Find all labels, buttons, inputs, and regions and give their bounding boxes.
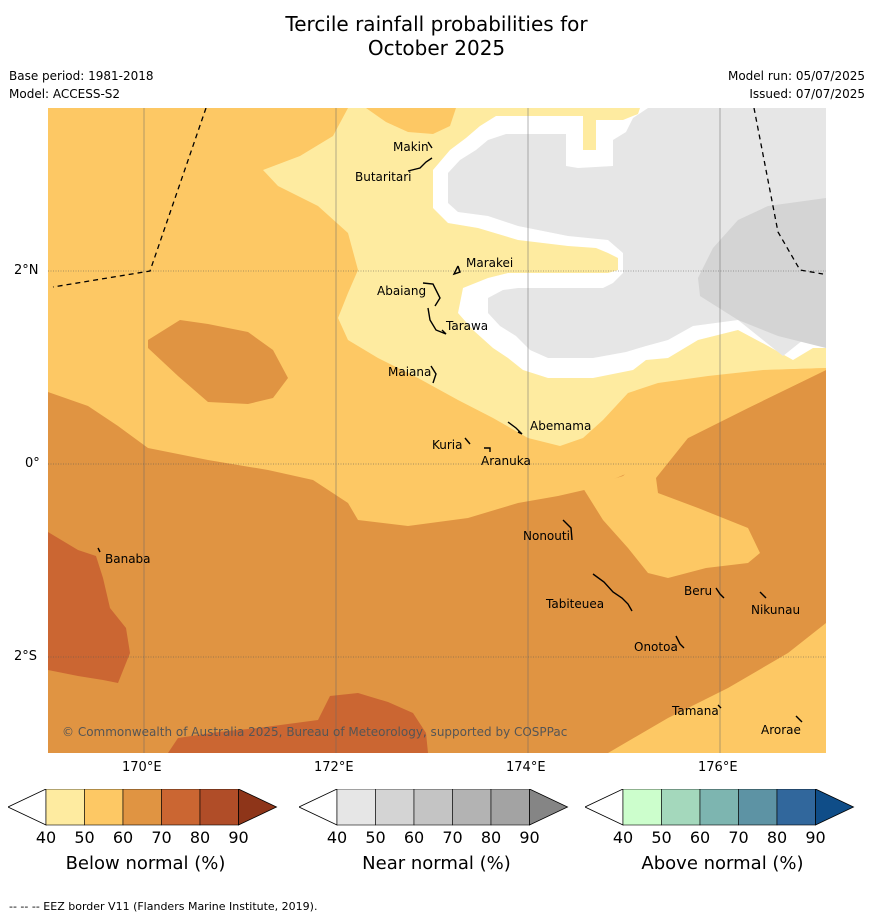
colorbar-0 — [8, 789, 278, 826]
label-makin: Makin — [393, 140, 429, 154]
colorbar-tick: 90 — [519, 828, 540, 847]
label-marakei: Marakei — [466, 256, 513, 270]
label-aranuka: Aranuka — [481, 454, 531, 468]
region-below-50-60-east — [583, 368, 826, 578]
island-labels: Makin Butaritari Marakei Abaiang Tarawa … — [105, 140, 801, 737]
colorbar-tick: 40 — [326, 828, 348, 847]
metadata-right: Model run: 05/07/2025 Issued: 07/07/2025 — [728, 67, 865, 103]
colorbar-extend-high — [529, 789, 569, 826]
colorbar-segment — [161, 789, 201, 826]
colorbar-tick: 70 — [442, 828, 463, 847]
map-title: Tercile rainfall probabilities for Octob… — [0, 12, 873, 60]
colorbar-tick: 50 — [651, 828, 672, 847]
colorbar-segment — [413, 789, 453, 826]
colorbar-segment — [738, 789, 778, 826]
colorbar-segment — [199, 789, 239, 826]
region-below-50-60-top — [366, 108, 456, 134]
colorbar-label: Below normal (%) — [65, 853, 226, 874]
colorbar-segment — [336, 789, 376, 826]
copyright-notice: © Commonwealth of Australia 2025, Bureau… — [62, 725, 567, 739]
colorbar-tick: 40 — [35, 828, 57, 847]
region-near-50-60 — [698, 198, 826, 348]
title-line-1: Tercile rainfall probabilities for — [285, 12, 588, 36]
eez-footnote: -- -- -- EEZ border V11 (Flanders Marine… — [9, 900, 318, 913]
colorbar-tick: 70 — [151, 828, 172, 847]
label-butaritari: Butaritari — [355, 170, 412, 184]
lon-label-174e: 174°E — [506, 760, 546, 775]
base-period: Base period: 1981-2018 — [9, 69, 154, 83]
colorbar-extend-low — [8, 789, 47, 826]
colorbar-tick: 90 — [228, 828, 249, 847]
colorbar-tick: 80 — [766, 828, 788, 847]
colorbar-tick: 60 — [403, 828, 425, 847]
colorbar-extend-low — [299, 789, 338, 826]
colorbar-label: Above normal (%) — [641, 853, 804, 874]
colorbar-tick: 50 — [74, 828, 95, 847]
model-run: Model run: 05/07/2025 — [727, 69, 865, 83]
colorbar-segment — [622, 789, 662, 826]
label-arorae: Arorae — [761, 723, 801, 737]
colorbar-tick: 60 — [112, 828, 134, 847]
label-onotoa: Onotoa — [634, 640, 678, 654]
label-banaba: Banaba — [105, 552, 151, 566]
label-nonouti: Nonouti — [523, 529, 570, 543]
colorbar-tick: 60 — [689, 828, 711, 847]
label-nikunau: Nikunau — [751, 603, 800, 617]
issued-date: Issued: 07/07/2025 — [749, 87, 865, 101]
rainfall-map: Makin Butaritari Marakei Abaiang Tarawa … — [48, 108, 826, 753]
label-tarawa: Tarawa — [445, 319, 488, 333]
colorbar-segment — [661, 789, 701, 826]
lat-label-0: 0° — [25, 456, 40, 471]
lat-label-2s: 2°S — [14, 649, 38, 664]
region-below-70-80-south — [168, 693, 428, 753]
colorbar-extend-high — [238, 789, 278, 826]
graticule — [48, 270, 826, 658]
colorbar-segment — [452, 789, 492, 826]
colorbar-segment — [699, 789, 739, 826]
metadata-left: Base period: 1981-2018 Model: ACCESS-S2 — [9, 67, 154, 103]
lon-label-170e: 170°E — [122, 760, 162, 775]
label-tamana: Tamana — [671, 704, 719, 718]
label-abaiang: Abaiang — [377, 284, 426, 298]
label-abemama: Abemama — [530, 419, 591, 433]
colorbar-tick: 40 — [612, 828, 634, 847]
colorbar-label: Near normal (%) — [362, 853, 511, 874]
model-name: Model: ACCESS-S2 — [9, 87, 121, 101]
lon-label-176e: 176°E — [698, 760, 738, 775]
label-beru: Beru — [684, 584, 712, 598]
colorbar-segment — [122, 789, 162, 826]
region-below-50-60-southeast — [608, 623, 826, 753]
colorbar-1 — [299, 789, 569, 826]
title-line-2: October 2025 — [367, 36, 506, 60]
colorbar-tick: 80 — [480, 828, 502, 847]
colorbar-tick: 70 — [728, 828, 749, 847]
colorbar-segment — [375, 789, 415, 826]
region-below-70-80-west — [48, 532, 130, 683]
eez-border — [52, 108, 824, 288]
lat-label-2n: 2°N — [14, 263, 39, 278]
colorbar-segment — [45, 789, 85, 826]
meridians — [143, 108, 721, 753]
label-maiana: Maiana — [388, 365, 431, 379]
colorbar-segment — [490, 789, 530, 826]
colorbar-tick: 80 — [189, 828, 211, 847]
colorbar-extend-low — [585, 789, 624, 826]
label-kuria: Kuria — [432, 438, 463, 452]
colorbar-segment — [776, 789, 816, 826]
region-below-60-70-northwest — [148, 320, 288, 404]
colorbar-segment — [84, 789, 124, 826]
label-tabiteuea: Tabiteuea — [545, 597, 604, 611]
island-outlines — [97, 141, 803, 723]
colorbar-2 — [585, 789, 855, 826]
colorbar-extend-high — [815, 789, 855, 826]
colorbar-tick: 50 — [365, 828, 386, 847]
colorbar-tick: 90 — [805, 828, 826, 847]
lon-label-172e: 172°E — [314, 760, 354, 775]
